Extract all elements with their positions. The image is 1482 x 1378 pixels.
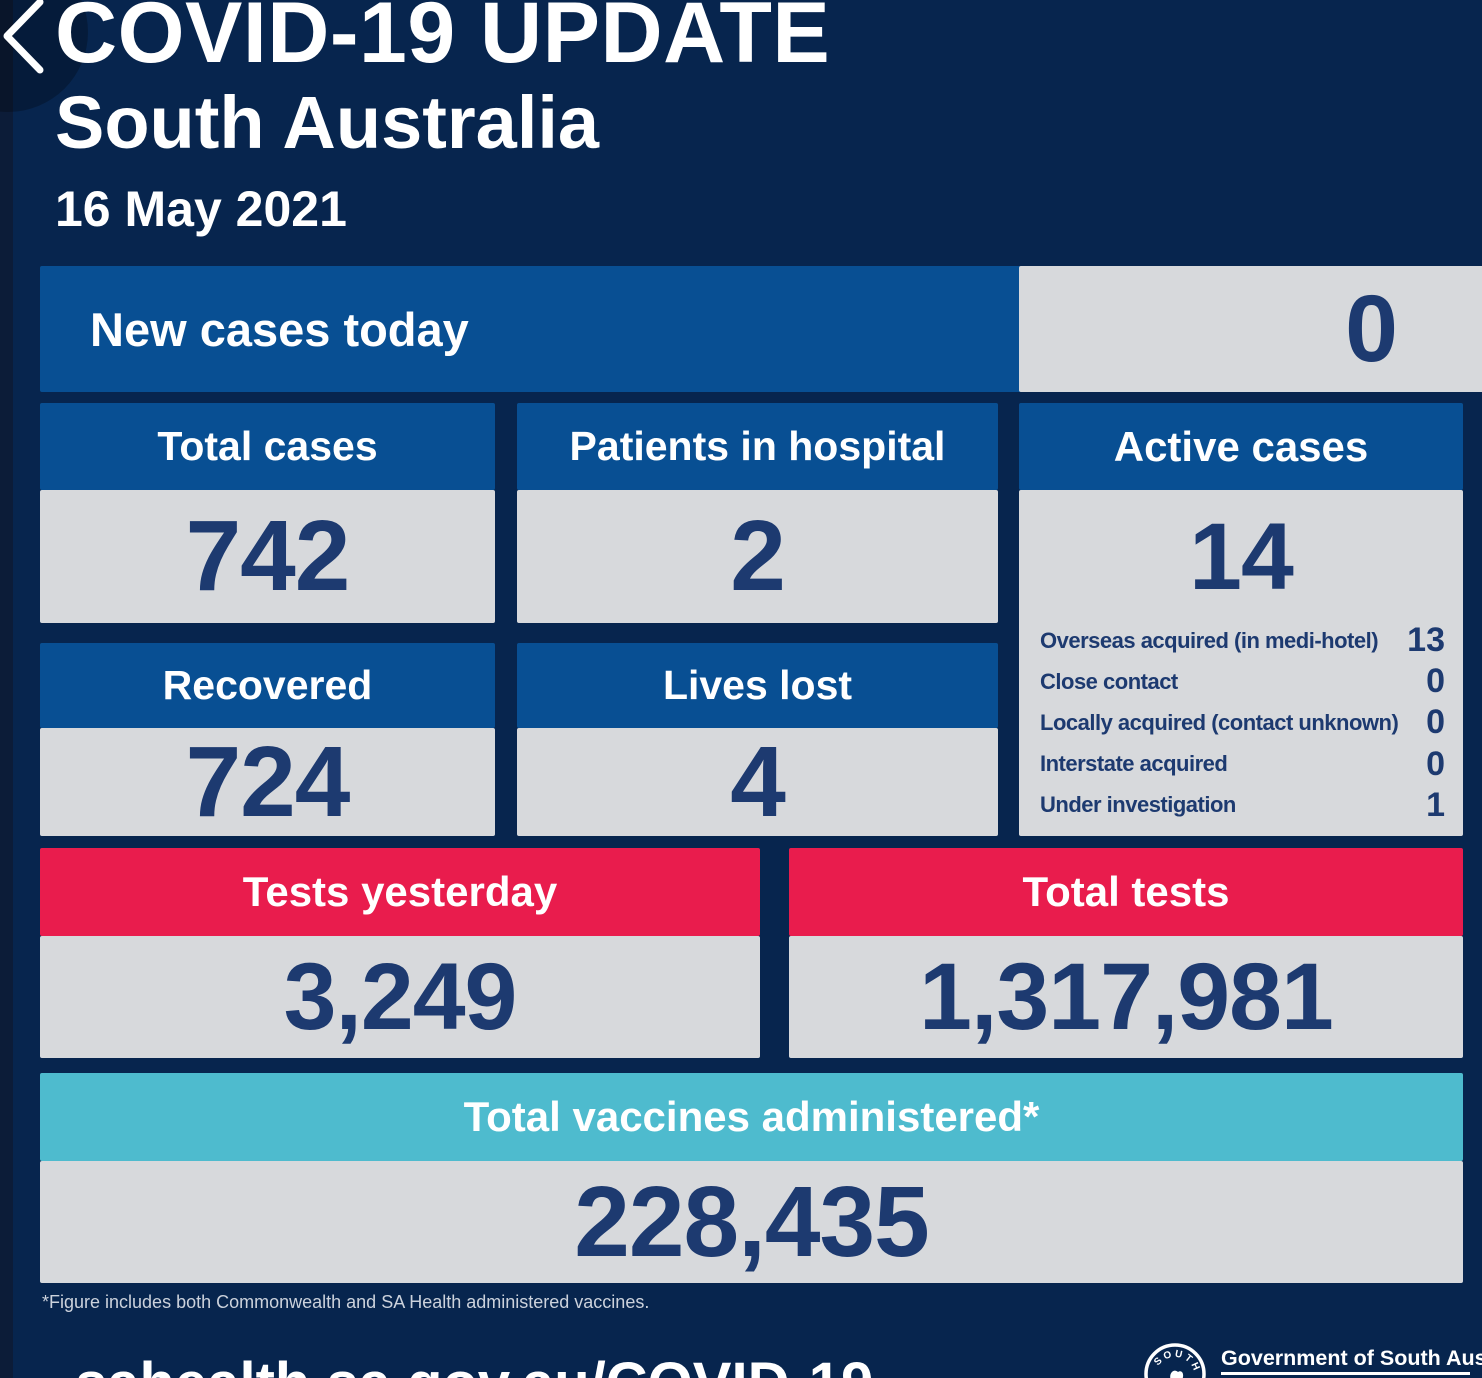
tests-yesterday-label: Tests yesterday: [40, 848, 760, 936]
sa-government-emblem: SOUTH: [1142, 1341, 1208, 1378]
new-cases-value: 0: [1019, 266, 1482, 392]
vaccines-footnote: *Figure includes both Commonwealth and S…: [42, 1292, 650, 1312]
patients-in-hospital-label: Patients in hospital: [517, 403, 998, 490]
lives-lost-value: 4: [517, 726, 998, 838]
tests-yesterday-value: 3,249: [40, 936, 760, 1058]
breakdown-label: Overseas acquired (in medi-hotel): [1040, 627, 1379, 653]
breakdown-row-under-investigation: Under investigation 1: [1040, 786, 1445, 825]
back-button[interactable]: [0, 0, 50, 80]
active-cases-value: 14: [1189, 503, 1294, 610]
total-vaccines-label: Total vaccines administered*: [40, 1073, 1463, 1161]
breakdown-value: 0: [1426, 703, 1445, 742]
piping-shrike-emblem-icon: SOUTH: [1144, 1343, 1206, 1378]
viewer-background-strip: [0, 0, 13, 1378]
page-region: South Australia: [55, 81, 600, 164]
government-label: Government of South Australia: [1221, 1346, 1482, 1370]
website-url: sahealth.sa.gov.au/COVID-19: [75, 1350, 873, 1378]
total-tests-label: Total tests: [789, 848, 1463, 936]
active-cases-label: Active cases: [1019, 403, 1463, 490]
total-vaccines-value: 228,435: [40, 1161, 1463, 1283]
breakdown-label: Close contact: [1040, 668, 1178, 694]
government-underline: [1221, 1372, 1470, 1375]
breakdown-row-interstate: Interstate acquired 0: [1040, 745, 1445, 784]
breakdown-row-overseas: Overseas acquired (in medi-hotel) 13: [1040, 621, 1445, 660]
breakdown-value: 1: [1426, 785, 1445, 824]
page-date: 16 May 2021: [55, 181, 347, 237]
patients-in-hospital-value: 2: [517, 490, 998, 623]
active-cases-panel: 14 Overseas acquired (in medi-hotel) 13 …: [1019, 490, 1463, 836]
recovered-value: 724: [40, 726, 495, 838]
breakdown-row-close-contact: Close contact 0: [1040, 662, 1445, 701]
page-title: COVID-19 UPDATE: [55, 0, 831, 81]
new-cases-label: New cases today: [40, 266, 1069, 392]
breakdown-value: 0: [1426, 744, 1445, 783]
breakdown-label: Interstate acquired: [1040, 751, 1228, 777]
total-cases-value: 742: [40, 490, 495, 623]
breakdown-label: Under investigation: [1040, 792, 1236, 818]
chevron-left-icon: [3, 0, 44, 74]
breakdown-label: Locally acquired (contact unknown): [1040, 709, 1399, 735]
recovered-label: Recovered: [40, 643, 495, 728]
total-tests-value: 1,317,981: [789, 936, 1463, 1058]
active-cases-breakdown: Overseas acquired (in medi-hotel) 13 Clo…: [1019, 618, 1463, 836]
total-cases-label: Total cases: [40, 403, 495, 490]
breakdown-row-locally-acquired: Locally acquired (contact unknown) 0: [1040, 703, 1445, 742]
breakdown-value: 0: [1426, 662, 1445, 701]
breakdown-value: 13: [1407, 621, 1445, 660]
lives-lost-label: Lives lost: [517, 643, 998, 728]
